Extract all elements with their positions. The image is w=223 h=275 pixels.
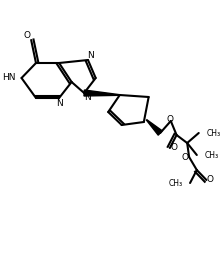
Text: CH₃: CH₃: [206, 128, 221, 138]
Text: O: O: [24, 32, 31, 40]
Text: CH₃: CH₃: [168, 178, 182, 188]
Text: HN: HN: [2, 73, 16, 82]
Text: O: O: [182, 153, 189, 161]
Text: O: O: [166, 114, 173, 123]
Polygon shape: [147, 120, 162, 135]
Text: N: N: [56, 98, 62, 108]
Polygon shape: [84, 90, 120, 96]
Text: O: O: [170, 144, 177, 153]
Text: N: N: [87, 51, 94, 60]
Text: N: N: [84, 92, 90, 101]
Text: CH₃: CH₃: [204, 150, 219, 160]
Text: O: O: [207, 175, 214, 185]
